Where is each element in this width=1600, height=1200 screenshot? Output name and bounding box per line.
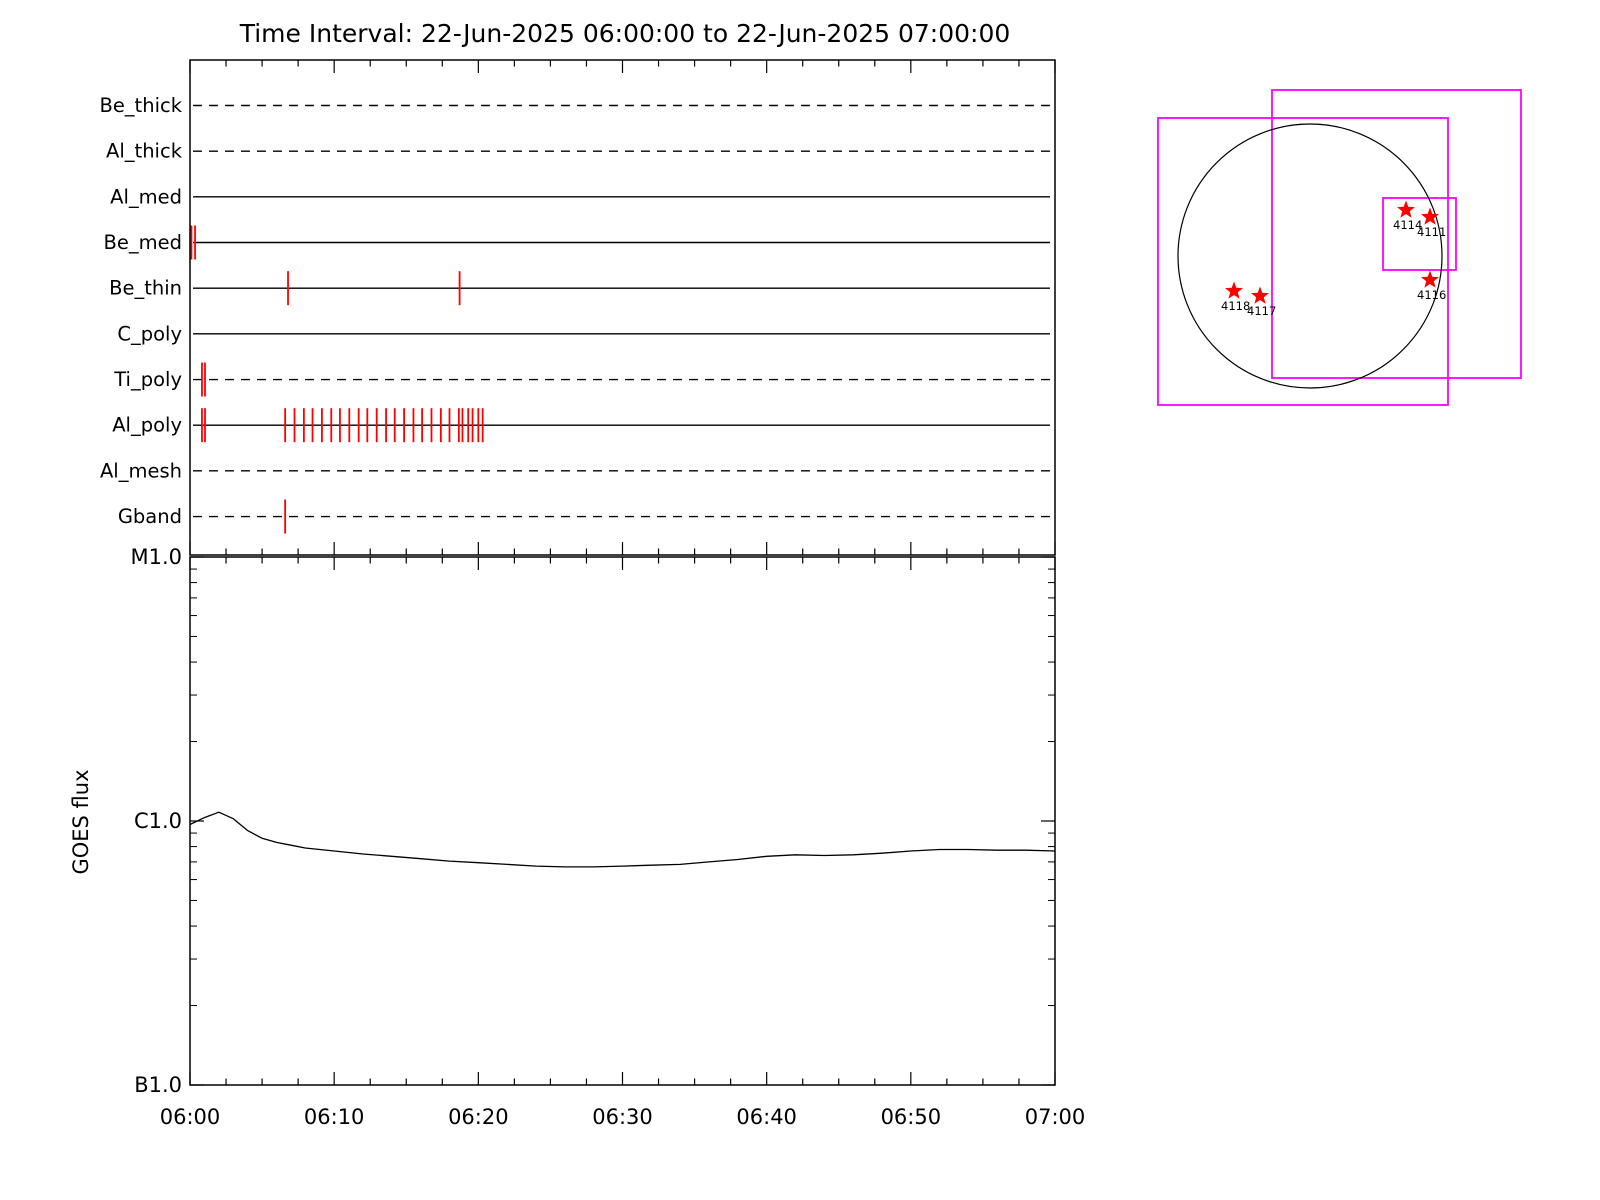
channel-label-Al_thick: Al_thick: [106, 140, 183, 163]
channel-label-Al_mesh: Al_mesh: [100, 459, 182, 482]
goes-frame: [189, 556, 1056, 1086]
active-region-star-4117: [1251, 286, 1269, 304]
y-tick-label: B1.0: [134, 1073, 182, 1097]
channel-label-C_poly: C_poly: [117, 322, 182, 345]
channel-label-Ti_poly: Ti_poly: [113, 368, 182, 391]
channel-label-Be_thin: Be_thin: [109, 277, 182, 300]
x-tick-label: 06:30: [592, 1105, 653, 1129]
y-tick-label: M1.0: [130, 545, 182, 569]
figure-title: Time Interval: 22-Jun-2025 06:00:00 to 2…: [239, 19, 1011, 48]
goes-flux-curve: [189, 811, 1056, 868]
xrt-exposure-timeline-panel: Be_thick Al_thick Al_med Be_med Be_thin C_pol…: [99, 59, 1056, 556]
active-region-star-4118: [1225, 281, 1243, 299]
active-region-label-4114: 4114: [1393, 218, 1422, 232]
y-tick-label: C1.0: [134, 809, 182, 833]
channel-label-Be_thick: Be_thick: [99, 94, 182, 117]
timeline-frame: [189, 59, 1056, 556]
active-region-label-4118: 4118: [1221, 299, 1250, 313]
goes-flux-panel: 06:00 06:10 06:20 06:30 06:40 06:50 07:00 M1.0 C…: [69, 545, 1085, 1129]
active-region-label-4111: 4111: [1417, 225, 1446, 239]
x-tick-label: 06:00: [160, 1105, 221, 1129]
channel-label-Al_poly: Al_poly: [112, 414, 182, 437]
x-tick-label: 06:40: [736, 1105, 797, 1129]
channel-label-Gband: Gband: [118, 505, 182, 528]
active-region-label-4117: 4117: [1247, 304, 1276, 318]
x-tick-label: 06:20: [448, 1105, 509, 1129]
x-tick-label: 06:50: [881, 1105, 942, 1129]
active-region-star-4114: [1397, 200, 1415, 218]
fov-box-3: [1382, 197, 1457, 271]
active-region-star-4111: [1421, 207, 1439, 225]
goes-y-axis-title: GOES flux: [69, 769, 93, 874]
channel-label-Be_med: Be_med: [104, 231, 183, 254]
fov-box-2: [1271, 89, 1522, 379]
fov-box-1: [1157, 117, 1449, 406]
solar-limb: [1177, 123, 1443, 389]
x-tick-label: 06:10: [304, 1105, 365, 1129]
active-region-label-4116: 4116: [1417, 288, 1446, 302]
active-region-star-4116: [1421, 270, 1439, 288]
x-tick-label: 07:00: [1025, 1105, 1086, 1129]
channel-label-Al_med: Al_med: [110, 185, 182, 208]
